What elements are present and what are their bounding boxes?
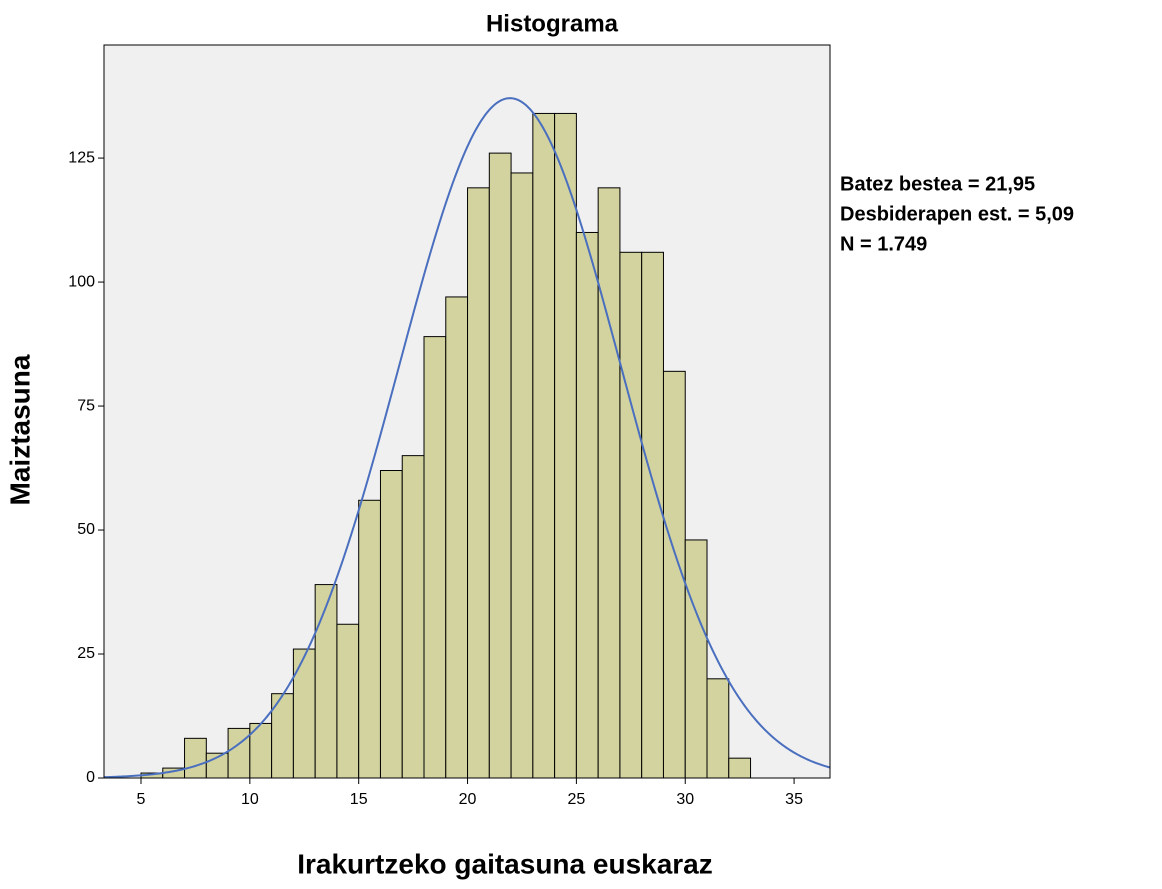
stat-annotation: Batez bestea = 21,95 xyxy=(840,173,1035,195)
x-tick-label: 35 xyxy=(785,791,803,808)
bar xyxy=(684,539,708,779)
y-tick-label: 25 xyxy=(77,645,95,662)
x-axis-label: Irakurtzeko gaitasuna euskaraz xyxy=(297,848,713,879)
bar xyxy=(532,112,556,779)
y-tick-label: 50 xyxy=(77,521,95,538)
y-tick-label: 75 xyxy=(77,397,95,414)
bar xyxy=(706,678,730,779)
bar xyxy=(619,251,643,779)
bar xyxy=(554,112,577,779)
y-tick-label: 0 xyxy=(86,769,95,786)
bar xyxy=(184,737,207,779)
bar xyxy=(728,757,752,779)
bar xyxy=(401,455,425,779)
bar xyxy=(358,499,381,779)
x-tick-label: 20 xyxy=(459,791,477,808)
bar xyxy=(445,296,469,779)
bar xyxy=(467,187,490,779)
bar xyxy=(379,470,403,779)
stat-annotation: Desbiderapen est. = 5,09 xyxy=(840,203,1074,225)
x-tick-label: 25 xyxy=(567,791,585,808)
x-tick-label: 30 xyxy=(676,791,694,808)
bar xyxy=(597,187,621,779)
bar xyxy=(575,231,599,779)
bar xyxy=(488,152,512,779)
bar xyxy=(227,727,251,779)
chart-title: Histograma xyxy=(486,10,619,37)
x-tick-label: 15 xyxy=(350,791,368,808)
x-tick-label: 5 xyxy=(137,791,146,808)
normal-curve xyxy=(103,97,831,779)
bar xyxy=(510,172,534,779)
bar xyxy=(292,648,316,779)
bar xyxy=(314,584,338,779)
y-tick-label: 125 xyxy=(68,149,95,166)
bar xyxy=(641,251,664,779)
x-tick-label: 10 xyxy=(241,791,259,808)
bar xyxy=(336,623,360,779)
y-tick-label: 100 xyxy=(68,273,95,290)
plot-frame xyxy=(103,44,831,779)
y-axis-label: Maiztasuna xyxy=(4,354,35,505)
bar xyxy=(423,336,447,779)
stat-annotation: N = 1.749 xyxy=(840,233,927,255)
